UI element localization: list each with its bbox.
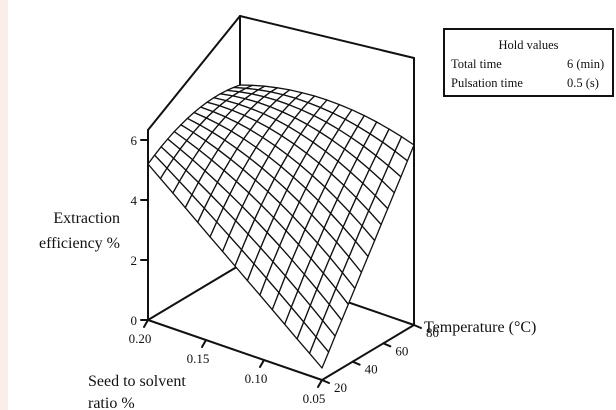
axis-labels: Extraction efficiency % Seed to solvent … <box>39 210 536 410</box>
x-axis-label-line-1: Seed to solvent <box>88 373 186 390</box>
hold-row-pulsation-time: Pulsation time 0.5 (s) <box>451 76 608 92</box>
x-tick-label: 0.20 <box>129 331 152 346</box>
z-tick-label: 4 <box>131 193 138 208</box>
x-tick-mark <box>143 319 149 328</box>
hold-label: Total time <box>451 57 502 71</box>
x-tick-mark <box>201 339 207 348</box>
y-tick-label: 40 <box>365 362 378 377</box>
z-tick-label: 6 <box>131 133 138 148</box>
y-tick-mark <box>351 360 361 366</box>
hold-label: Pulsation time <box>451 76 523 90</box>
z-axis-label-line-2: efficiency % <box>39 235 120 252</box>
y-tick-label: 80 <box>426 325 439 340</box>
z-axis-label-line-1: Extraction <box>53 210 120 227</box>
z-tick-label: 0 <box>131 313 138 328</box>
z-tick-label: 2 <box>131 253 138 268</box>
y-tick-mark <box>321 379 330 384</box>
box-edge <box>147 15 241 131</box>
x-axis-label-line-2: ratio % <box>88 395 135 410</box>
x-tick-mark <box>259 359 265 368</box>
hold-values-title: Hold values <box>498 38 559 52</box>
base-edge-temperature <box>321 324 415 381</box>
edge-strip <box>0 0 8 410</box>
hold-value: 6 (min) <box>567 57 605 71</box>
box-edge <box>147 264 241 321</box>
base-edge-ratio <box>147 319 323 381</box>
x-tick-label: 0.05 <box>303 391 326 406</box>
x-tick-label: 0.15 <box>187 351 210 366</box>
y-tick-mark <box>382 342 392 348</box>
box-edge <box>239 15 415 59</box>
hold-values-box: Hold values Total time 6 (min) Pulsation… <box>443 28 614 97</box>
x-tick-label: 0.10 <box>245 371 268 386</box>
axis-ticks: 0 2 4 6 0.20 0.15 0.10 0.05 20 40 60 80 <box>129 133 439 406</box>
hold-value: 0.5 (s) <box>567 76 599 90</box>
response-surface <box>147 84 415 369</box>
box-front-edges <box>147 319 415 381</box>
y-tick-label: 20 <box>334 380 347 395</box>
surface-cell <box>308 336 330 369</box>
y-axis-label: Temperature (°C) <box>424 319 536 336</box>
y-tick-label: 60 <box>395 343 408 358</box>
x-tick-mark <box>317 379 323 388</box>
hold-row-total-time: Total time 6 (min) <box>451 57 608 73</box>
y-tick-mark <box>413 324 422 329</box>
